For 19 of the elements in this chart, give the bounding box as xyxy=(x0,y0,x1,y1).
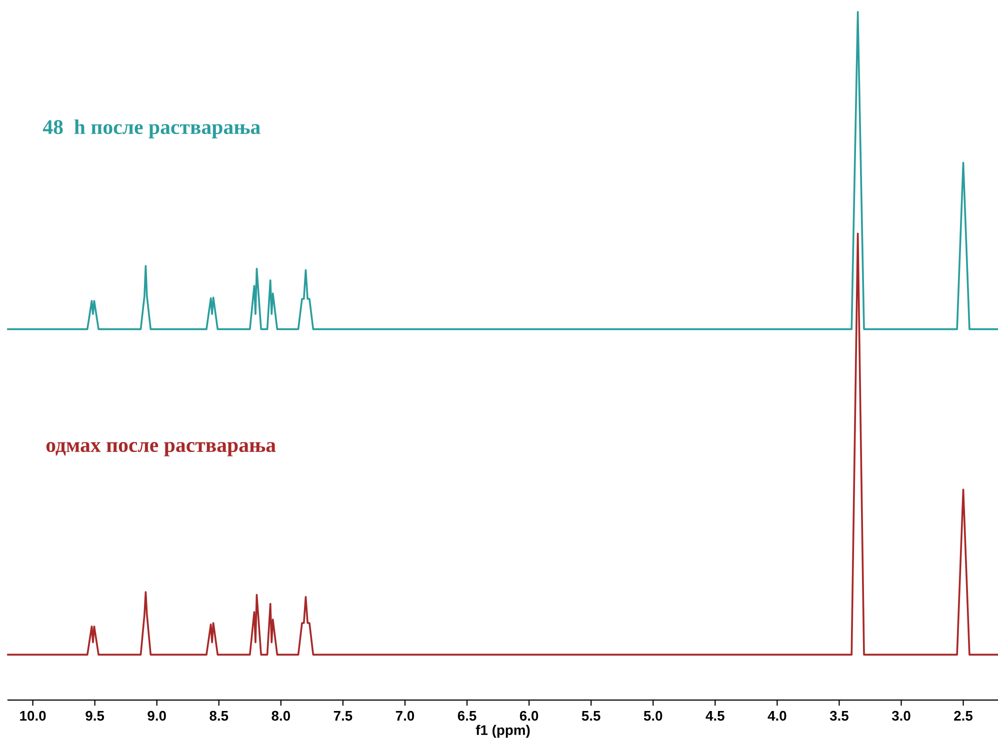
x-tick-label: 4.0 xyxy=(768,710,786,721)
x-tick-label: 2.5 xyxy=(954,710,973,721)
x-tick-label: 3.5 xyxy=(830,710,848,721)
x-tick-label: 6.0 xyxy=(520,710,538,721)
x-tick-label: 8.5 xyxy=(210,710,228,721)
x-tick-label: 7.5 xyxy=(334,711,352,721)
x-tick-label: 9.0 xyxy=(148,710,166,721)
x-axis-title: f1 (ppm) xyxy=(476,724,530,738)
x-tick-label: 8.0 xyxy=(272,710,290,721)
x-tick-label: 6.5 xyxy=(458,710,476,721)
text: 48 h после растварања xyxy=(42,119,260,138)
x-tick-label: 3.0 xyxy=(892,710,910,721)
text: одмах после растварања xyxy=(46,442,276,456)
x-tick-label: 5.5 xyxy=(582,711,600,721)
x-tick-label: 10.0 xyxy=(20,710,46,721)
x-tick-label: 5.0 xyxy=(644,710,662,721)
x-tick-label: 7.0 xyxy=(396,710,414,721)
x-tick-label: 4.5 xyxy=(706,711,724,721)
x-tick-label: 9.5 xyxy=(86,710,104,721)
